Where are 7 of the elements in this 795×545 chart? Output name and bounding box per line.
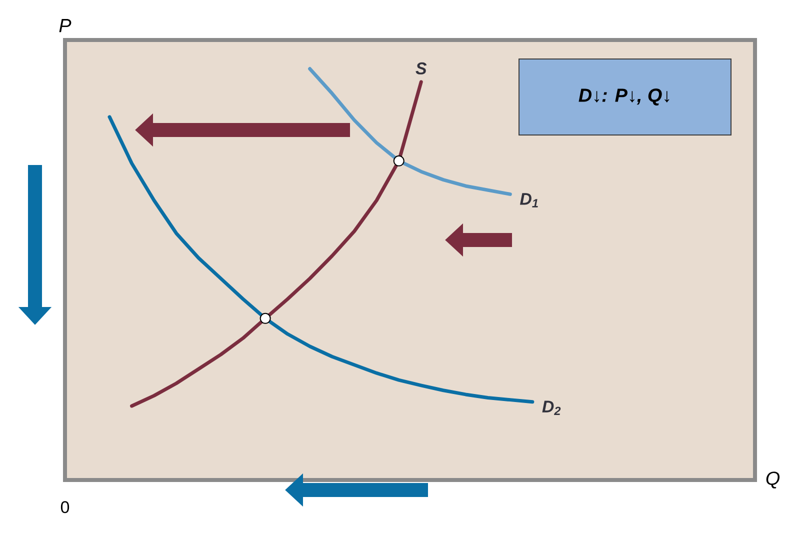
y-axis-title: P — [59, 19, 72, 32]
text: 0 — [60, 501, 70, 514]
series-label: S — [416, 62, 427, 74]
series-label: D$_{1}$ — [520, 193, 538, 208]
series-label: D$_{2}$ — [542, 400, 561, 415]
x-axis-title: Q — [766, 472, 780, 488]
annotation: D↓: P↓, Q↓ — [578, 88, 670, 106]
